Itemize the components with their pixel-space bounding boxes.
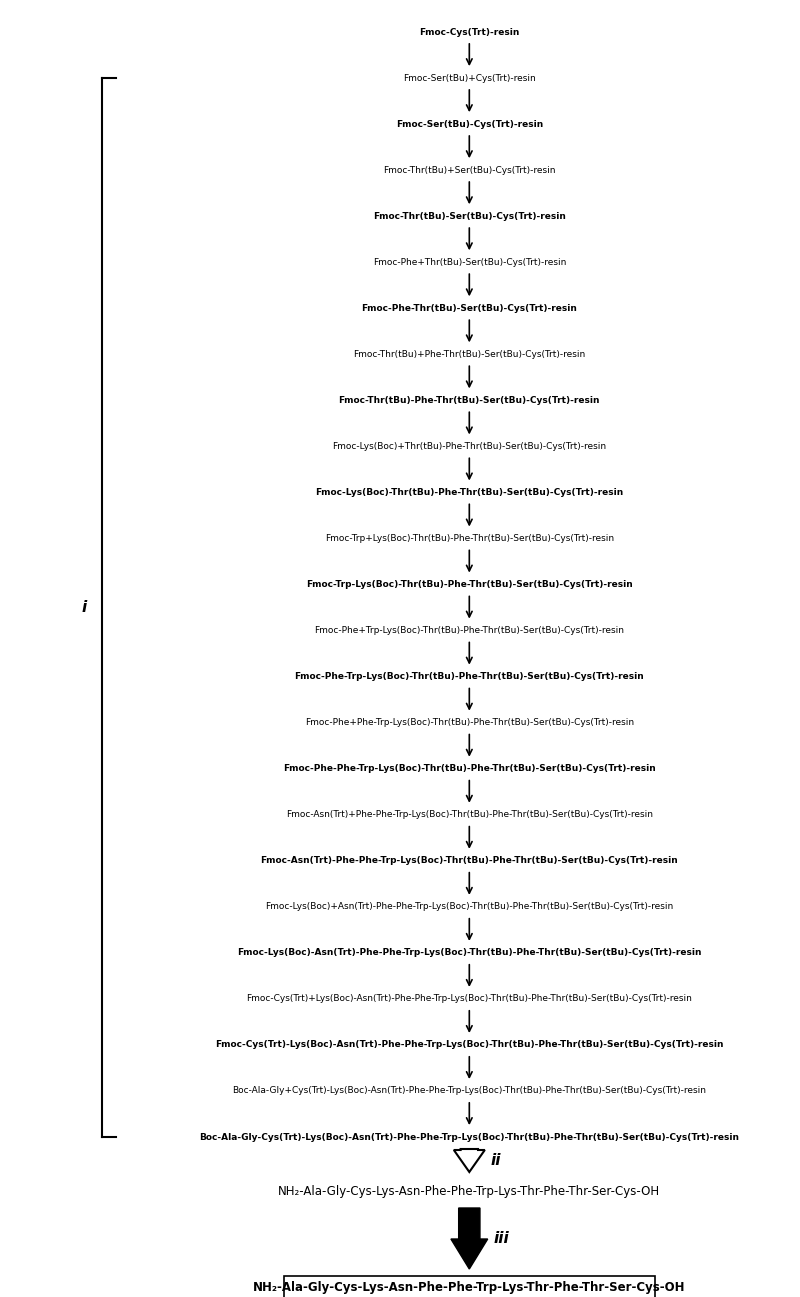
Text: Fmoc-Ser(tBu)+Cys(Trt)-resin: Fmoc-Ser(tBu)+Cys(Trt)-resin [403, 74, 536, 83]
Text: ii: ii [490, 1153, 501, 1169]
Text: Boc-Ala-Gly+Cys(Trt)-Lys(Boc)-Asn(Trt)-Phe-Phe-Trp-Lys(Boc)-Thr(tBu)-Phe-Thr(tBu: Boc-Ala-Gly+Cys(Trt)-Lys(Boc)-Asn(Trt)-P… [232, 1087, 706, 1096]
Text: Fmoc-Cys(Trt)+Lys(Boc)-Asn(Trt)-Phe-Phe-Trp-Lys(Boc)-Thr(tBu)-Phe-Thr(tBu)-Ser(t: Fmoc-Cys(Trt)+Lys(Boc)-Asn(Trt)-Phe-Phe-… [246, 995, 692, 1004]
Text: Fmoc-Thr(tBu)-Ser(tBu)-Cys(Trt)-resin: Fmoc-Thr(tBu)-Ser(tBu)-Cys(Trt)-resin [373, 211, 566, 220]
Text: Fmoc-Asn(Trt)-Phe-Phe-Trp-Lys(Boc)-Thr(tBu)-Phe-Thr(tBu)-Ser(tBu)-Cys(Trt)-resin: Fmoc-Asn(Trt)-Phe-Phe-Trp-Lys(Boc)-Thr(t… [261, 856, 678, 865]
Text: Fmoc-Phe-Trp-Lys(Boc)-Thr(tBu)-Phe-Thr(tBu)-Ser(tBu)-Cys(Trt)-resin: Fmoc-Phe-Trp-Lys(Boc)-Thr(tBu)-Phe-Thr(t… [294, 672, 644, 681]
Text: Fmoc-Ser(tBu)-Cys(Trt)-resin: Fmoc-Ser(tBu)-Cys(Trt)-resin [396, 119, 543, 128]
Text: Fmoc-Lys(Boc)-Thr(tBu)-Phe-Thr(tBu)-Ser(tBu)-Cys(Trt)-resin: Fmoc-Lys(Boc)-Thr(tBu)-Phe-Thr(tBu)-Ser(… [315, 488, 623, 497]
Text: Fmoc-Asn(Trt)+Phe-Phe-Trp-Lys(Boc)-Thr(tBu)-Phe-Thr(tBu)-Ser(tBu)-Cys(Trt)-resin: Fmoc-Asn(Trt)+Phe-Phe-Trp-Lys(Boc)-Thr(t… [286, 811, 653, 820]
Text: Fmoc-Thr(tBu)+Phe-Thr(tBu)-Ser(tBu)-Cys(Trt)-resin: Fmoc-Thr(tBu)+Phe-Thr(tBu)-Ser(tBu)-Cys(… [353, 350, 586, 359]
Text: Fmoc-Trp+Lys(Boc)-Thr(tBu)-Phe-Thr(tBu)-Ser(tBu)-Cys(Trt)-resin: Fmoc-Trp+Lys(Boc)-Thr(tBu)-Phe-Thr(tBu)-… [325, 534, 614, 543]
Text: Fmoc-Trp-Lys(Boc)-Thr(tBu)-Phe-Thr(tBu)-Ser(tBu)-Cys(Trt)-resin: Fmoc-Trp-Lys(Boc)-Thr(tBu)-Phe-Thr(tBu)-… [306, 580, 633, 589]
Text: Fmoc-Thr(tBu)+Ser(tBu)-Cys(Trt)-resin: Fmoc-Thr(tBu)+Ser(tBu)-Cys(Trt)-resin [383, 166, 555, 175]
Text: Fmoc-Thr(tBu)-Phe-Thr(tBu)-Ser(tBu)-Cys(Trt)-resin: Fmoc-Thr(tBu)-Phe-Thr(tBu)-Ser(tBu)-Cys(… [338, 396, 600, 405]
Polygon shape [451, 1208, 488, 1268]
Text: Fmoc-Cys(Trt)-resin: Fmoc-Cys(Trt)-resin [419, 27, 519, 36]
Text: iii: iii [494, 1231, 510, 1246]
Text: Fmoc-Phe-Thr(tBu)-Ser(tBu)-Cys(Trt)-resin: Fmoc-Phe-Thr(tBu)-Ser(tBu)-Cys(Trt)-resi… [362, 303, 578, 313]
Text: Boc-Ala-Gly-Cys(Trt)-Lys(Boc)-Asn(Trt)-Phe-Phe-Trp-Lys(Boc)-Thr(tBu)-Phe-Thr(tBu: Boc-Ala-Gly-Cys(Trt)-Lys(Boc)-Asn(Trt)-P… [199, 1132, 739, 1141]
Text: Fmoc-Phe+Phe-Trp-Lys(Boc)-Thr(tBu)-Phe-Thr(tBu)-Ser(tBu)-Cys(Trt)-resin: Fmoc-Phe+Phe-Trp-Lys(Boc)-Thr(tBu)-Phe-T… [305, 719, 634, 728]
Text: Fmoc-Lys(Boc)-Asn(Trt)-Phe-Phe-Trp-Lys(Boc)-Thr(tBu)-Phe-Thr(tBu)-Ser(tBu)-Cys(T: Fmoc-Lys(Boc)-Asn(Trt)-Phe-Phe-Trp-Lys(B… [237, 948, 702, 957]
Text: Fmoc-Phe+Trp-Lys(Boc)-Thr(tBu)-Phe-Thr(tBu)-Ser(tBu)-Cys(Trt)-resin: Fmoc-Phe+Trp-Lys(Boc)-Thr(tBu)-Phe-Thr(t… [314, 626, 624, 636]
Polygon shape [454, 1149, 485, 1172]
Text: Fmoc-Phe-Phe-Trp-Lys(Boc)-Thr(tBu)-Phe-Thr(tBu)-Ser(tBu)-Cys(Trt)-resin: Fmoc-Phe-Phe-Trp-Lys(Boc)-Thr(tBu)-Phe-T… [283, 764, 656, 773]
Text: Fmoc-Lys(Boc)+Asn(Trt)-Phe-Phe-Trp-Lys(Boc)-Thr(tBu)-Phe-Thr(tBu)-Ser(tBu)-Cys(T: Fmoc-Lys(Boc)+Asn(Trt)-Phe-Phe-Trp-Lys(B… [265, 903, 674, 912]
Text: Fmoc-Phe+Thr(tBu)-Ser(tBu)-Cys(Trt)-resin: Fmoc-Phe+Thr(tBu)-Ser(tBu)-Cys(Trt)-resi… [373, 258, 566, 267]
Text: NH₂-Ala-Gly-Cys-Lys-Asn-Phe-Phe-Trp-Lys-Thr-Phe-Thr-Ser-Cys-OH: NH₂-Ala-Gly-Cys-Lys-Asn-Phe-Phe-Trp-Lys-… [278, 1185, 660, 1198]
Text: Fmoc-Cys(Trt)-Lys(Boc)-Asn(Trt)-Phe-Phe-Trp-Lys(Boc)-Thr(tBu)-Phe-Thr(tBu)-Ser(t: Fmoc-Cys(Trt)-Lys(Boc)-Asn(Trt)-Phe-Phe-… [215, 1040, 723, 1049]
Text: NH₂-Ala-Gly-Cys-Lys-Asn-Phe-Phe-Trp-Lys-Thr-Phe-Thr-Ser-Cys-OH: NH₂-Ala-Gly-Cys-Lys-Asn-Phe-Phe-Trp-Lys-… [253, 1280, 686, 1293]
Text: Fmoc-Lys(Boc)+Thr(tBu)-Phe-Thr(tBu)-Ser(tBu)-Cys(Trt)-resin: Fmoc-Lys(Boc)+Thr(tBu)-Phe-Thr(tBu)-Ser(… [332, 442, 606, 451]
Text: i: i [82, 601, 87, 615]
